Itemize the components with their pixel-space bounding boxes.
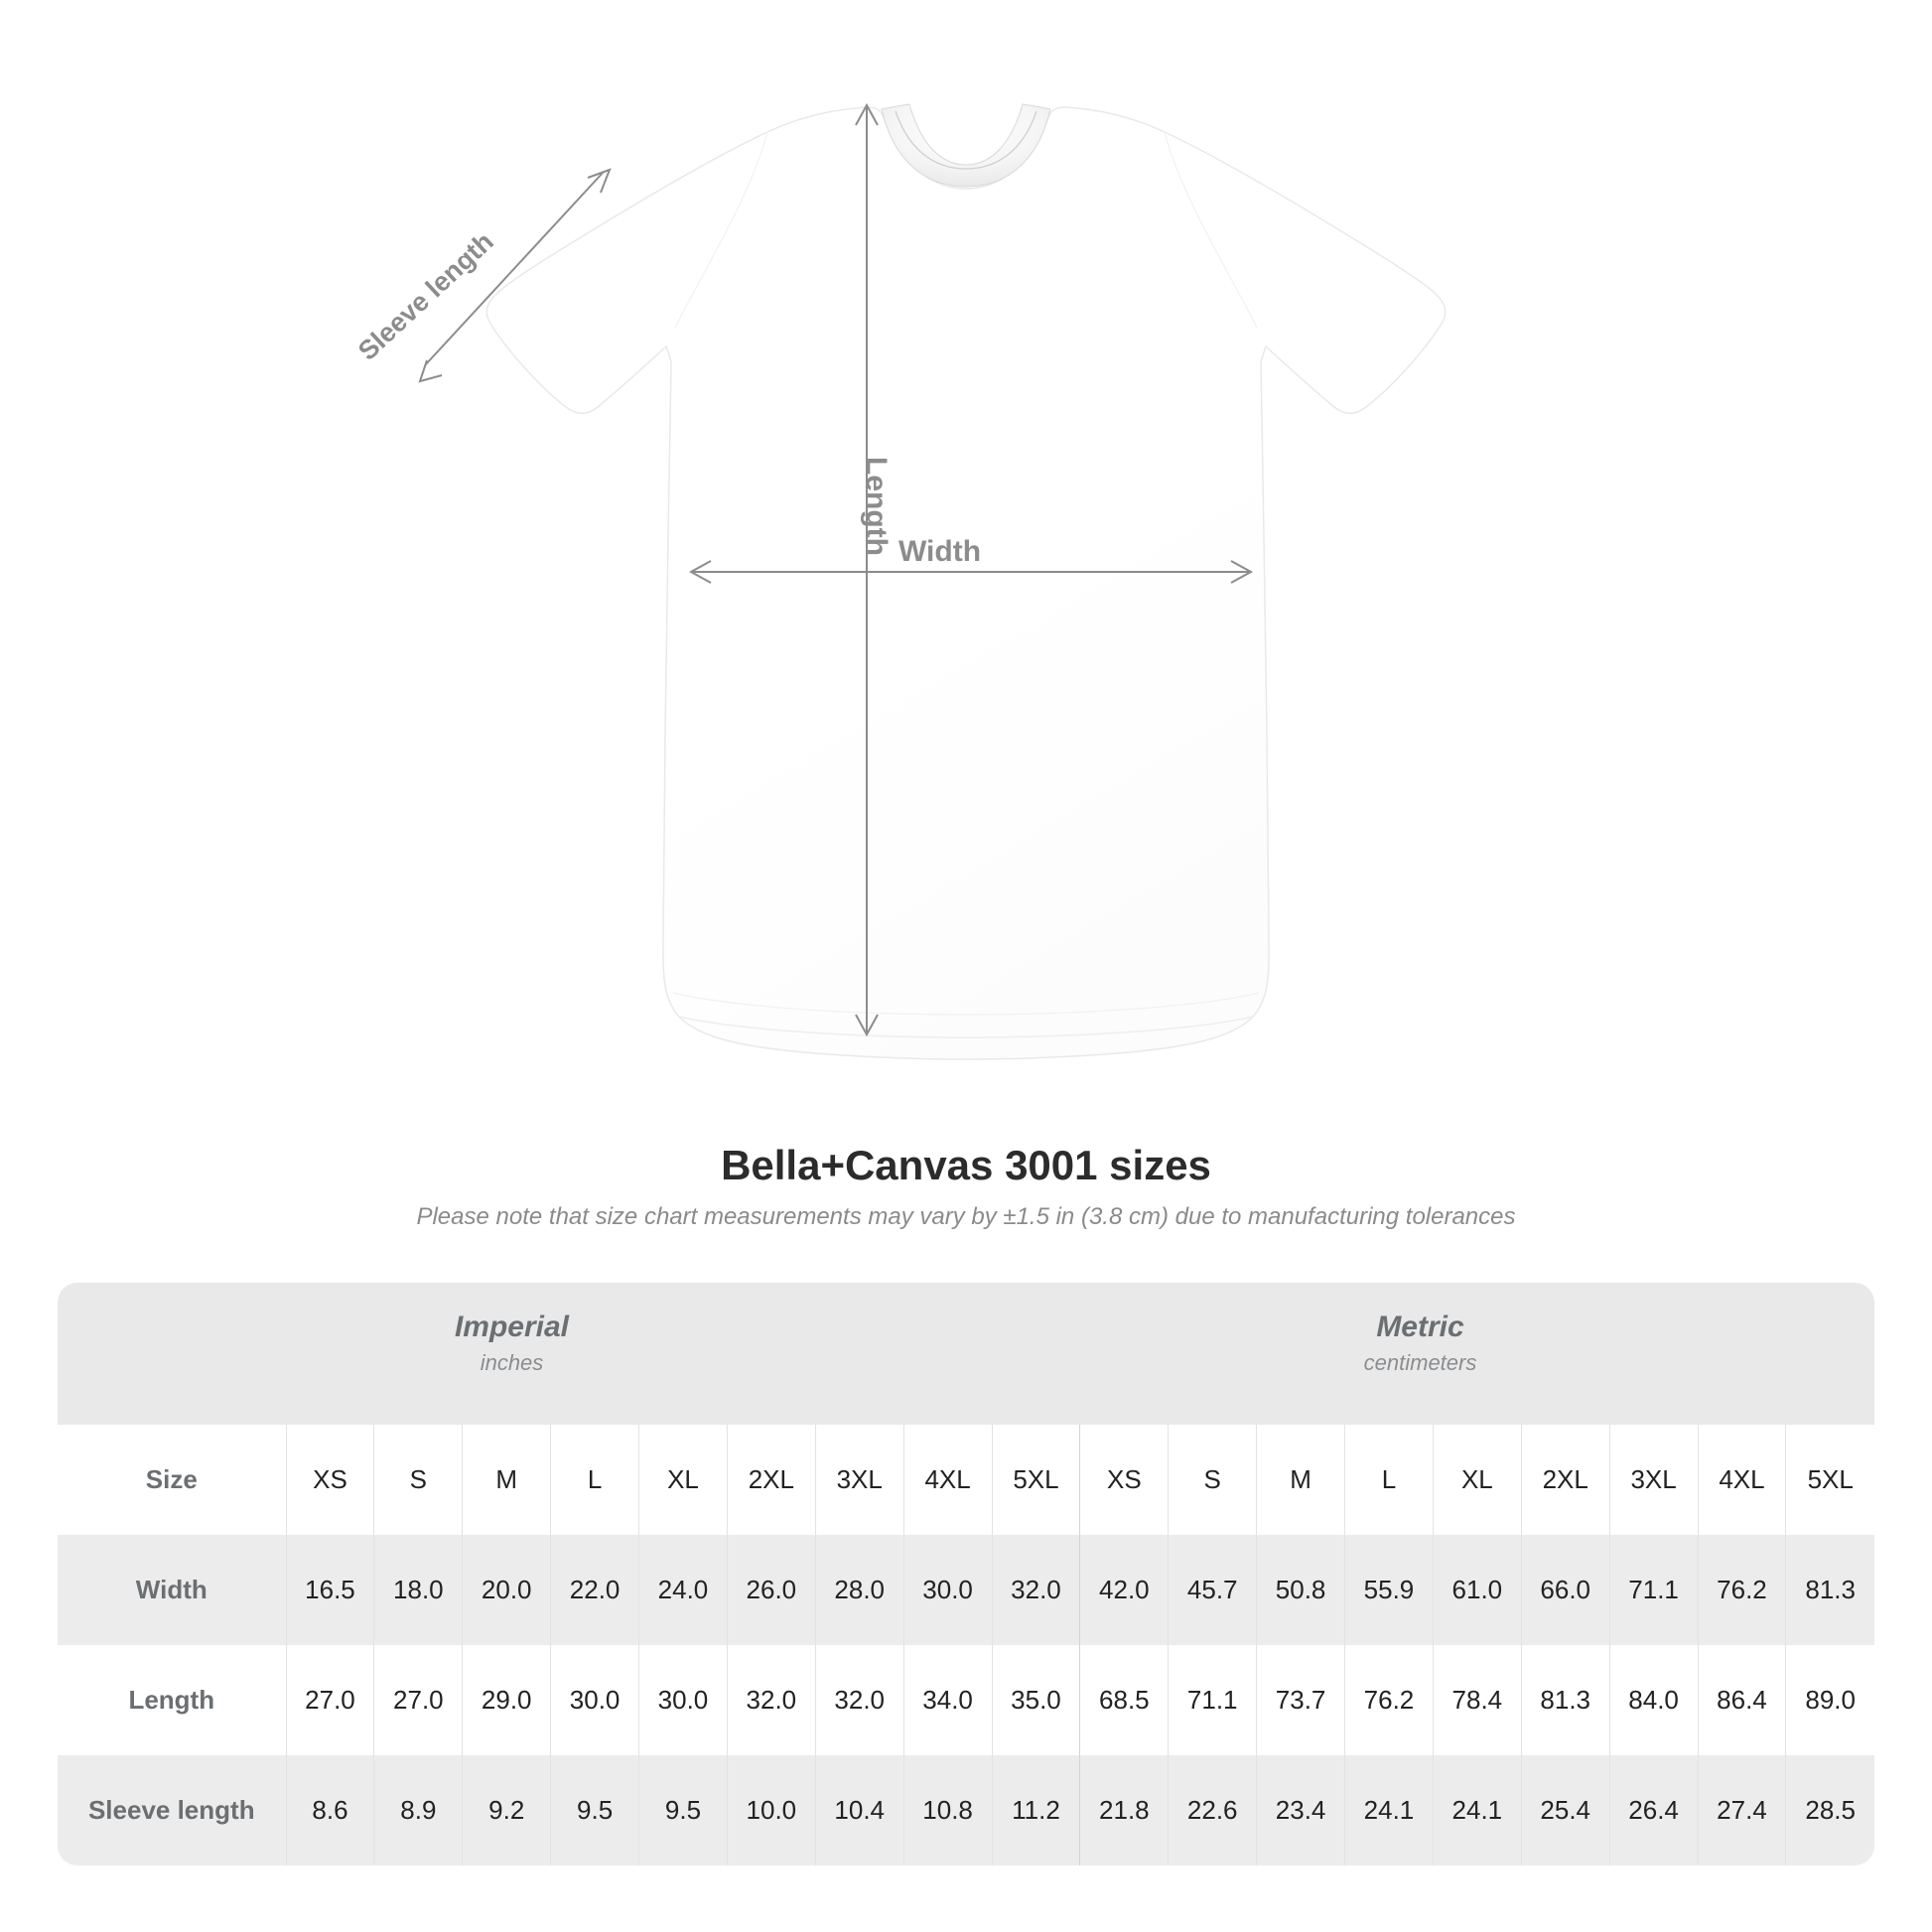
svg-text:Sleeve length: Sleeve length	[352, 226, 499, 366]
svg-text:Length: Length	[860, 457, 893, 556]
svg-text:Width: Width	[898, 535, 981, 568]
